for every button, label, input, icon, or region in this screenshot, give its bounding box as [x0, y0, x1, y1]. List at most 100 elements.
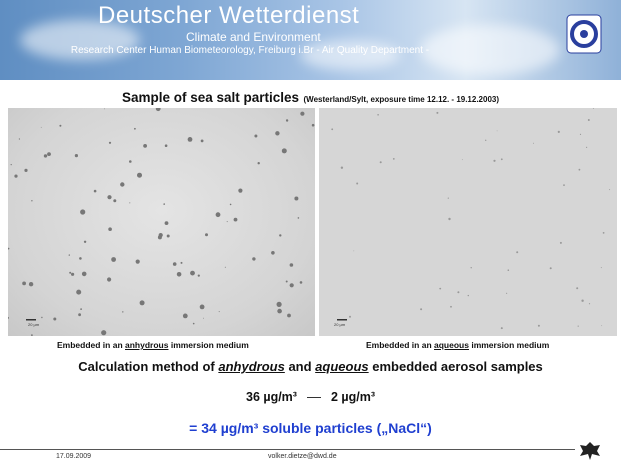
particle — [190, 271, 195, 276]
particle — [508, 269, 510, 271]
caption: Embedded in an anhydrous immersion mediu… — [57, 340, 249, 350]
header-banner: Deutscher Wetterdienst Climate and Envir… — [0, 0, 621, 80]
particle — [203, 318, 204, 319]
particle — [516, 251, 518, 253]
particle — [277, 309, 282, 314]
particle — [104, 109, 105, 110]
particle — [538, 325, 540, 327]
particle — [193, 323, 195, 325]
particle — [188, 137, 193, 142]
particle — [448, 218, 450, 220]
particle — [181, 262, 183, 264]
particle — [533, 143, 534, 144]
particle — [227, 221, 228, 222]
particle — [79, 257, 82, 260]
particle — [173, 262, 177, 266]
footer-date: 17.09.2009 — [56, 453, 91, 460]
particle — [254, 135, 257, 138]
particle — [560, 242, 562, 244]
particle — [238, 189, 242, 193]
caption-text: immersion medium — [469, 340, 549, 350]
scale-label: 20 µm — [334, 322, 345, 327]
particle — [279, 234, 281, 236]
particle — [439, 288, 441, 290]
particle — [586, 147, 587, 148]
particle — [75, 154, 78, 157]
footer-email: volker.dietze@dwd.de — [268, 453, 337, 460]
slide: Deutscher Wetterdienst Climate and Envir… — [0, 0, 621, 461]
particle — [294, 197, 298, 201]
particle — [258, 162, 260, 164]
particle — [501, 158, 503, 160]
title-detail: (Westerland/Sylt, exposure time 12.12. -… — [304, 95, 500, 104]
particle — [205, 233, 208, 236]
particle — [69, 254, 70, 255]
particle — [101, 330, 106, 335]
logo — [566, 14, 602, 54]
particle — [282, 148, 287, 153]
scale-bar — [26, 319, 36, 321]
particle — [84, 241, 86, 243]
particle — [457, 291, 459, 293]
particle — [78, 313, 81, 316]
particle — [165, 221, 169, 225]
particle — [76, 290, 81, 295]
particle — [436, 112, 438, 114]
particle — [120, 182, 124, 186]
particle — [69, 272, 71, 274]
slide-title: Sample of sea salt particles (Westerland… — [0, 89, 621, 107]
text: Calculation method of — [78, 359, 218, 374]
particle — [94, 190, 97, 193]
particle — [485, 140, 486, 141]
particle — [129, 160, 132, 163]
particle — [603, 232, 605, 234]
particle — [275, 131, 279, 135]
particle — [198, 275, 200, 277]
particle — [601, 325, 602, 326]
particle — [22, 282, 26, 286]
particle — [109, 142, 111, 144]
caption-emphasis: aqueous — [434, 340, 469, 350]
particle — [290, 263, 294, 267]
particle — [134, 128, 136, 130]
micrograph-left — [8, 108, 315, 336]
emphasis: aqueous — [315, 359, 368, 374]
particle — [462, 159, 463, 160]
particle — [601, 267, 602, 268]
particle — [129, 202, 130, 203]
calculation: Calculation method of anhydrous and aque… — [0, 359, 621, 374]
particle — [356, 183, 358, 185]
particle — [609, 189, 610, 190]
particle — [14, 175, 17, 178]
particle — [29, 282, 33, 286]
particle — [19, 138, 20, 139]
particle — [137, 173, 142, 178]
particle — [450, 306, 452, 308]
particle — [589, 303, 590, 304]
particle — [143, 144, 147, 148]
brand: Deutscher Wetterdienst — [98, 2, 359, 30]
caption-text: Embedded in an — [366, 340, 434, 350]
particle — [31, 200, 32, 201]
particle — [286, 119, 288, 121]
eagle-logo — [578, 440, 602, 461]
particle — [41, 317, 42, 318]
particle — [341, 167, 343, 169]
particle — [579, 169, 581, 171]
particle — [177, 272, 182, 277]
particle — [300, 112, 304, 116]
particle — [24, 169, 27, 172]
particle — [80, 308, 82, 310]
footer-line — [0, 449, 575, 450]
particle — [377, 114, 379, 116]
concentration: 2 µg/m³ — [331, 390, 375, 404]
particle — [183, 314, 188, 319]
particle — [47, 152, 51, 156]
particle — [286, 281, 288, 283]
particle — [420, 308, 422, 310]
particle — [380, 161, 382, 163]
particle — [59, 125, 61, 127]
particle — [107, 277, 111, 281]
subtitle: Climate and Environment — [186, 30, 321, 44]
particle — [71, 273, 74, 276]
